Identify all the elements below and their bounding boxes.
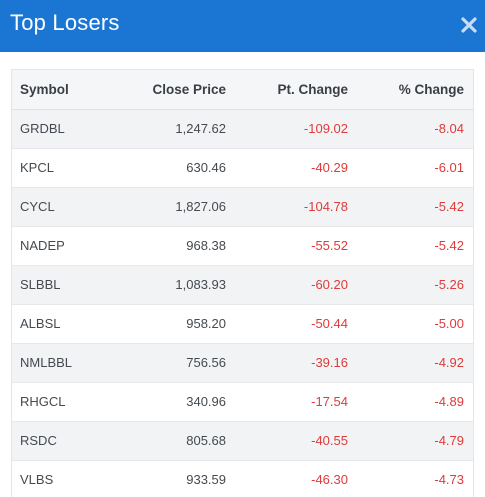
pt-change-cell: -17.54: [226, 382, 348, 422]
table-row[interactable]: RHGCL 340.96 -17.54 -4.89: [12, 382, 473, 422]
pt-change-cell: -39.16: [226, 343, 348, 383]
table-row[interactable]: NMLBBL 756.56 -39.16 -4.92: [12, 343, 473, 383]
close-price-cell: 756.56: [119, 343, 226, 383]
pct-change-cell: -5.26: [348, 265, 473, 305]
pct-change-cell: -4.73: [348, 460, 473, 497]
pt-change-cell: -60.20: [226, 265, 348, 305]
pt-change-cell: -55.52: [226, 226, 348, 266]
modal-header: Top Losers: [0, 0, 485, 52]
symbol-cell[interactable]: NMLBBL: [12, 343, 119, 383]
symbol-cell[interactable]: NADEP: [12, 226, 119, 266]
table-row[interactable]: VLBS 933.59 -46.30 -4.73: [12, 460, 473, 497]
close-price-cell: 1,247.62: [119, 109, 226, 149]
pt-change-cell: -104.78: [226, 187, 348, 227]
symbol-cell[interactable]: SLBBL: [12, 265, 119, 305]
pct-change-cell: -4.92: [348, 343, 473, 383]
symbol-cell[interactable]: RSDC: [12, 421, 119, 461]
pct-change-cell: -5.42: [348, 226, 473, 266]
close-icon: [461, 17, 477, 33]
symbol-cell[interactable]: CYCL: [12, 187, 119, 227]
pct-change-cell: -4.89: [348, 382, 473, 422]
column-header-pt-change[interactable]: Pt. Change: [226, 70, 348, 110]
table-row[interactable]: KPCL 630.46 -40.29 -6.01: [12, 148, 473, 188]
pct-change-cell: -8.04: [348, 109, 473, 149]
symbol-cell[interactable]: KPCL: [12, 148, 119, 188]
symbol-cell[interactable]: GRDBL: [12, 109, 119, 149]
symbol-cell[interactable]: VLBS: [12, 460, 119, 497]
pct-change-cell: -5.00: [348, 304, 473, 344]
table-row[interactable]: SLBBL 1,083.93 -60.20 -5.26: [12, 265, 473, 305]
symbol-cell[interactable]: RHGCL: [12, 382, 119, 422]
table-row[interactable]: RSDC 805.68 -40.55 -4.79: [12, 421, 473, 461]
column-header-symbol[interactable]: Symbol: [12, 70, 119, 110]
pt-change-cell: -46.30: [226, 460, 348, 497]
column-header-pct-change[interactable]: % Change: [348, 70, 473, 110]
close-price-cell: 1,827.06: [119, 187, 226, 227]
close-price-cell: 805.68: [119, 421, 226, 461]
losers-table-container: Symbol Close Price Pt. Change % Change G…: [11, 69, 474, 497]
close-price-cell: 968.38: [119, 226, 226, 266]
modal-title: Top Losers: [10, 10, 120, 35]
close-price-cell: 1,083.93: [119, 265, 226, 305]
table-row[interactable]: GRDBL 1,247.62 -109.02 -8.04: [12, 109, 473, 149]
pt-change-cell: -50.44: [226, 304, 348, 344]
pct-change-cell: -4.79: [348, 421, 473, 461]
symbol-cell[interactable]: ALBSL: [12, 304, 119, 344]
pct-change-cell: -6.01: [348, 148, 473, 188]
table-row[interactable]: NADEP 968.38 -55.52 -5.42: [12, 226, 473, 266]
losers-table: Symbol Close Price Pt. Change % Change G…: [12, 70, 473, 497]
close-price-cell: 933.59: [119, 460, 226, 497]
pct-change-cell: -5.42: [348, 187, 473, 227]
close-price-cell: 958.20: [119, 304, 226, 344]
pt-change-cell: -40.55: [226, 421, 348, 461]
close-button[interactable]: [459, 15, 479, 35]
close-price-cell: 340.96: [119, 382, 226, 422]
close-price-cell: 630.46: [119, 148, 226, 188]
pt-change-cell: -40.29: [226, 148, 348, 188]
pt-change-cell: -109.02: [226, 109, 348, 149]
table-header-row: Symbol Close Price Pt. Change % Change: [12, 70, 473, 110]
column-header-close-price[interactable]: Close Price: [119, 70, 226, 110]
table-row[interactable]: ALBSL 958.20 -50.44 -5.00: [12, 304, 473, 344]
table-row[interactable]: CYCL 1,827.06 -104.78 -5.42: [12, 187, 473, 227]
